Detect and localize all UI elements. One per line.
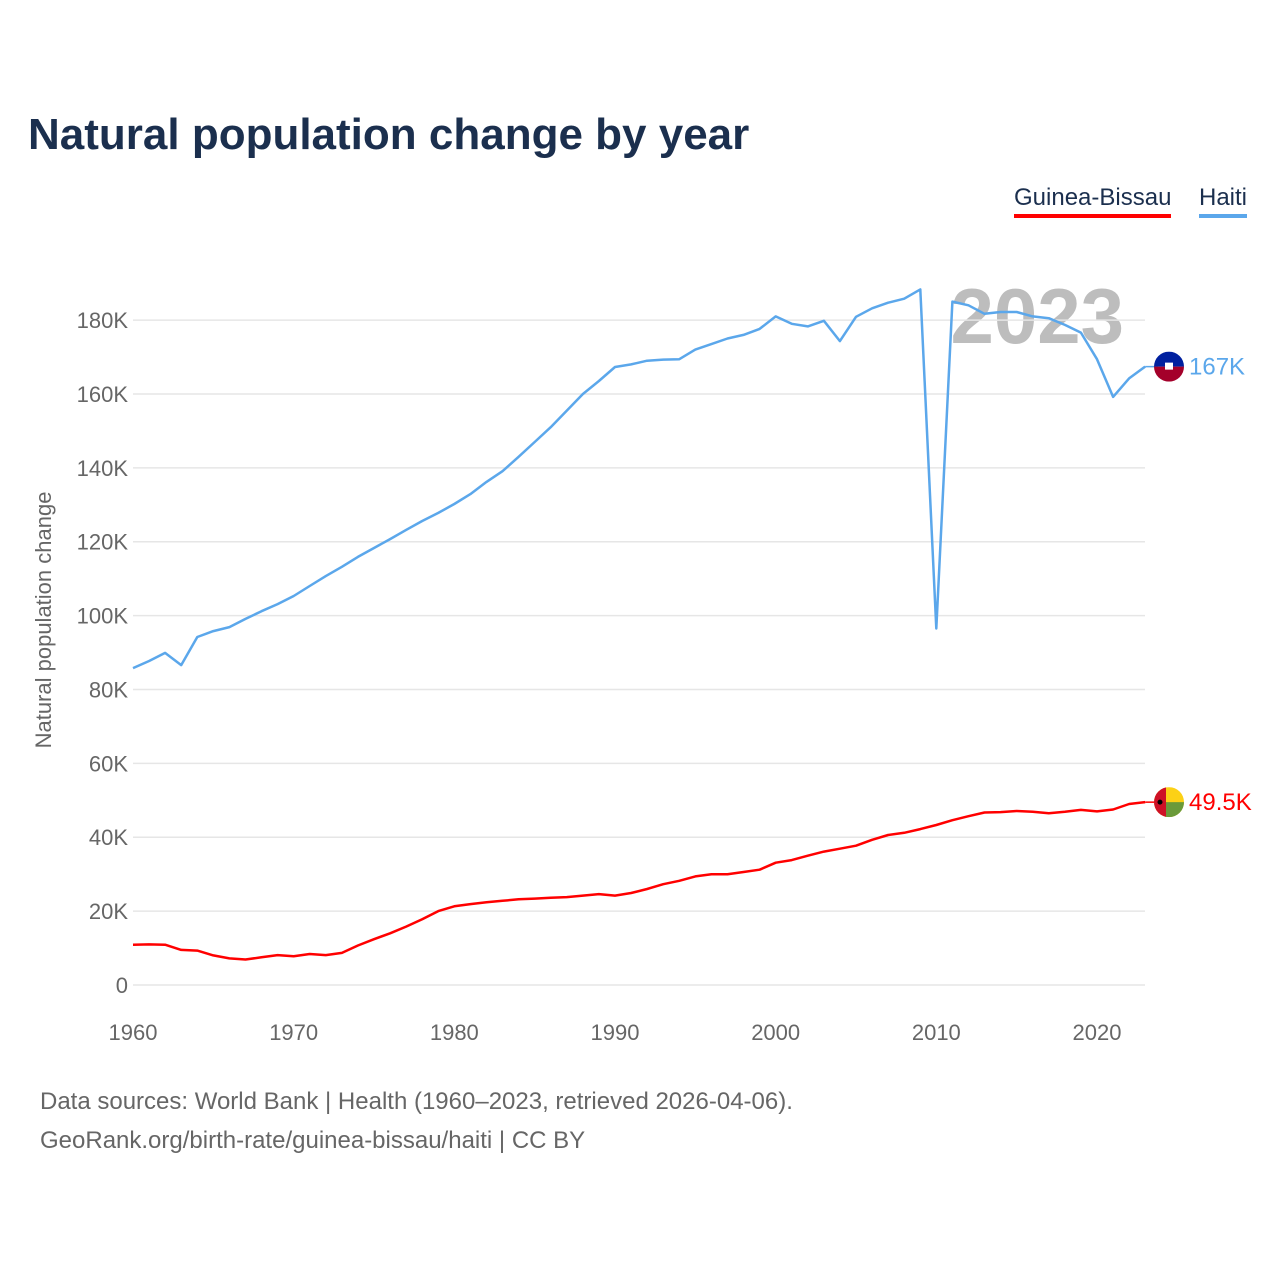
- y-tick-label: 120K: [77, 530, 129, 555]
- x-tick-label: 1970: [269, 1020, 318, 1045]
- x-tick-label: 2010: [912, 1020, 961, 1045]
- y-axis-label: Natural population change: [31, 492, 56, 749]
- y-tick-label: 140K: [77, 456, 129, 481]
- y-tick-label: 40K: [89, 825, 128, 850]
- y-tick-label: 20K: [89, 899, 128, 924]
- legend-item-haiti[interactable]: Haiti: [1199, 184, 1248, 218]
- series-line-haiti: [132, 288, 1146, 670]
- credit-link[interactable]: GeoRank.org/birth-rate/guinea-bissau/hai…: [40, 1127, 586, 1154]
- x-tick-label: 1980: [430, 1020, 479, 1045]
- guinea-bissau-flag-icon: [1154, 787, 1184, 818]
- x-tick-label: 2000: [751, 1020, 800, 1045]
- data-sources-note: Data sources: World Bank | Health (1960–…: [40, 1088, 793, 1115]
- flag-emblem: [1165, 362, 1173, 370]
- y-tick-label: 80K: [89, 677, 128, 702]
- flag-stripe: [1154, 366, 1184, 382]
- y-tick-label: 0: [116, 973, 128, 998]
- legend-item-guinea-bissau[interactable]: Guinea-Bissau: [1014, 184, 1172, 218]
- line-chart: 2023020K40K60K80K100K120K140K160K180K196…: [31, 272, 1252, 1045]
- y-tick-label: 100K: [77, 604, 129, 629]
- x-tick-label: 1990: [591, 1020, 640, 1045]
- flag-body: [1154, 351, 1184, 382]
- end-value-label: 49.5K: [1189, 789, 1252, 816]
- x-tick-label: 1960: [109, 1020, 158, 1045]
- chart-title: Natural population change by year: [28, 110, 750, 159]
- x-tick-label: 2020: [1073, 1020, 1122, 1045]
- y-tick-label: 180K: [77, 308, 129, 333]
- flag-body: [1154, 787, 1184, 818]
- y-tick-label: 60K: [89, 751, 128, 776]
- series-line-guinea-bissau: [132, 800, 1146, 961]
- flag-star: [1157, 799, 1163, 805]
- flag-stripe: [1154, 351, 1184, 367]
- haiti-flag-icon: [1154, 351, 1184, 382]
- y-tick-label: 160K: [77, 382, 129, 407]
- end-value-label: 167K: [1189, 354, 1245, 381]
